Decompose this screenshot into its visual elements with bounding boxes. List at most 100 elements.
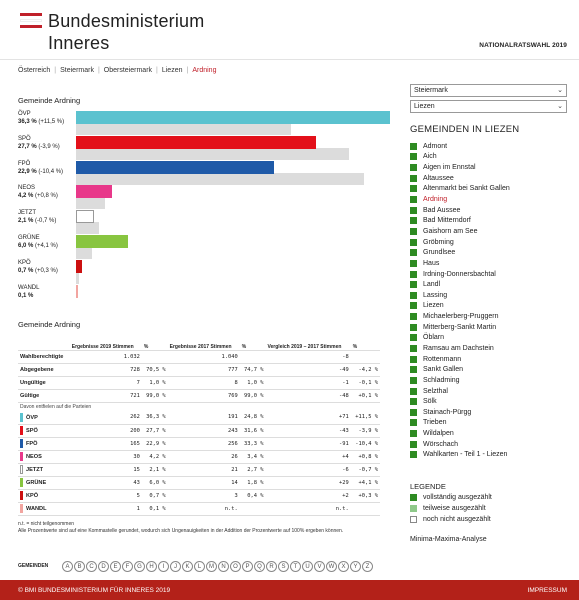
municipality-item[interactable]: Ramsau am Dachstein xyxy=(410,343,510,354)
municipality-item[interactable]: Altaussee xyxy=(410,173,510,184)
alphabet-letter[interactable]: K xyxy=(182,561,193,572)
municipality-item[interactable]: Grundlsee xyxy=(410,247,510,258)
alphabet-letter[interactable]: E xyxy=(110,561,121,572)
municipality-item[interactable]: Lassing xyxy=(410,290,510,301)
alphabet-letter[interactable]: A xyxy=(62,561,73,572)
status-square-icon xyxy=(410,185,417,193)
alphabet-letter[interactable]: B xyxy=(74,561,85,572)
ministry-logo-line1[interactable]: Bundesministerium xyxy=(48,11,205,31)
election-title: NATIONALRATSWAHL 2019 xyxy=(479,42,567,49)
ministry-logo-line2[interactable]: Inneres xyxy=(48,33,110,53)
municipality-item[interactable]: Bad Aussee xyxy=(410,205,510,216)
status-square-icon xyxy=(410,270,417,278)
municipality-item[interactable]: Selzthal xyxy=(410,386,510,397)
minmax-analysis-link[interactable]: Minima-Maxima-Analyse xyxy=(410,536,487,543)
municipality-item[interactable]: Bad Mitterndorf xyxy=(410,215,510,226)
alphabet-letter[interactable]: U xyxy=(302,561,313,572)
legend-square-icon xyxy=(410,516,417,523)
municipality-item[interactable]: Mitterberg-Sankt Martin xyxy=(410,322,510,333)
municipality-item[interactable]: Trieben xyxy=(410,418,510,429)
party-percent: 0,1 % xyxy=(18,292,34,299)
municipality-item[interactable]: Irdning-Donnersbachtal xyxy=(410,269,510,280)
state-select[interactable]: Steiermark ⌄ xyxy=(410,84,567,97)
municipality-item[interactable]: Ardning xyxy=(410,194,510,205)
table-cell: 200 xyxy=(69,424,142,438)
alphabet-letter[interactable]: X xyxy=(338,561,349,572)
column-header: Ergebnisse 2019 Stimmen xyxy=(69,332,142,351)
district-select[interactable]: Liezen ⌄ xyxy=(410,100,567,113)
table-cell: WANDL xyxy=(18,502,70,516)
alphabet-letter[interactable]: O xyxy=(230,561,241,572)
results-table: Ergebnisse 2019 Stimmen% Ergebnisse 2017 … xyxy=(18,332,380,516)
bar-current xyxy=(76,160,275,174)
status-square-icon xyxy=(410,259,417,267)
alphabet-letter[interactable]: F xyxy=(122,561,133,572)
alphabet-letter[interactable]: N xyxy=(218,561,229,572)
bar-current xyxy=(76,259,83,273)
breadcrumb-item[interactable]: Liezen xyxy=(161,67,183,74)
municipality-item[interactable]: Landl xyxy=(410,279,510,290)
alphabet-letter[interactable]: Q xyxy=(254,561,265,572)
table-cell: JETZT xyxy=(18,463,70,477)
alphabet-letter[interactable]: M xyxy=(206,561,217,572)
municipality-item[interactable]: Admont xyxy=(410,141,510,152)
municipality-name: Sankt Gallen xyxy=(423,366,464,374)
municipality-item[interactable]: Aigen im Ennstal xyxy=(410,162,510,173)
municipality-item[interactable]: Gaishorn am See xyxy=(410,226,510,237)
alphabet-letter[interactable]: I xyxy=(158,561,169,572)
municipality-item[interactable]: Wörschach xyxy=(410,439,510,450)
alphabet-letter[interactable]: V xyxy=(314,561,325,572)
alphabet-letter[interactable]: D xyxy=(98,561,109,572)
impressum-link[interactable]: IMPRESSUM xyxy=(527,587,567,594)
breadcrumb-item[interactable]: Obersteiermark xyxy=(103,67,153,74)
alphabet-letter[interactable]: L xyxy=(194,561,205,572)
alphabet-letter[interactable]: T xyxy=(290,561,301,572)
table-cell: 3 xyxy=(167,489,240,503)
alphabet-letter[interactable]: P xyxy=(242,561,253,572)
alphabet-letter[interactable]: G xyxy=(134,561,145,572)
alphabet-letter[interactable]: J xyxy=(170,561,181,572)
breadcrumb-item[interactable]: Steiermark xyxy=(60,67,94,74)
table-cell: 22,9 % xyxy=(141,437,168,451)
status-square-icon xyxy=(410,281,417,289)
table-row: JETZT 15 2,1 % 21 2,7 % -6 -0,7 % xyxy=(18,463,380,477)
municipality-item[interactable]: Michaelerberg-Pruggern xyxy=(410,311,510,322)
municipality-name: Altaussee xyxy=(423,174,454,182)
table-cell: 1,0 % xyxy=(141,376,168,390)
alphabet-letter[interactable]: S xyxy=(278,561,289,572)
municipality-item[interactable]: Liezen xyxy=(410,301,510,312)
municipality-item[interactable]: Gröbming xyxy=(410,237,510,248)
alphabet-letter[interactable]: W xyxy=(326,561,337,572)
municipality-item[interactable]: Sankt Gallen xyxy=(410,364,510,375)
municipality-item[interactable]: Schladming xyxy=(410,375,510,386)
municipality-name: Aich xyxy=(423,153,437,161)
status-square-icon xyxy=(410,196,417,204)
municipality-name: Landl xyxy=(423,281,441,289)
alphabet-letter[interactable]: Y xyxy=(350,561,361,572)
municipality-item[interactable]: Wahlkarten - Teil 1 - Liezen xyxy=(410,450,510,461)
municipality-item[interactable]: Altenmarkt bei Sankt Gallen xyxy=(410,184,510,195)
municipality-item[interactable]: Rottenmann xyxy=(410,354,510,365)
municipality-item[interactable]: Haus xyxy=(410,258,510,269)
municipality-name: Michaelerberg-Pruggern xyxy=(423,313,499,321)
table-cell: +4 xyxy=(265,450,351,464)
municipality-item[interactable]: Stainach-Pürgg xyxy=(410,407,510,418)
status-square-icon xyxy=(410,217,417,225)
alphabet-letter[interactable]: R xyxy=(266,561,277,572)
municipality-name: Liezen xyxy=(423,302,444,310)
table-note: Davon entfielen auf die Parteien xyxy=(20,403,92,410)
alphabet-letter[interactable]: H xyxy=(146,561,157,572)
alphabet-letter[interactable]: C xyxy=(86,561,97,572)
municipality-item[interactable]: Aich xyxy=(410,152,510,163)
status-square-icon xyxy=(410,249,417,257)
municipality-item[interactable]: Öblarn xyxy=(410,333,510,344)
party-name: NEOS xyxy=(18,185,36,192)
breadcrumb-item[interactable]: Österreich xyxy=(18,67,51,74)
alphabet-letter[interactable]: Z xyxy=(362,561,373,572)
municipality-item[interactable]: Sölk xyxy=(410,396,510,407)
municipality-name: Wörschach xyxy=(423,440,459,448)
municipality-item[interactable]: Wildalpen xyxy=(410,428,510,439)
table-cell: 0,1 % xyxy=(141,502,168,516)
party-color-icon xyxy=(20,426,23,435)
table-cell: 70,5 % xyxy=(141,363,168,377)
